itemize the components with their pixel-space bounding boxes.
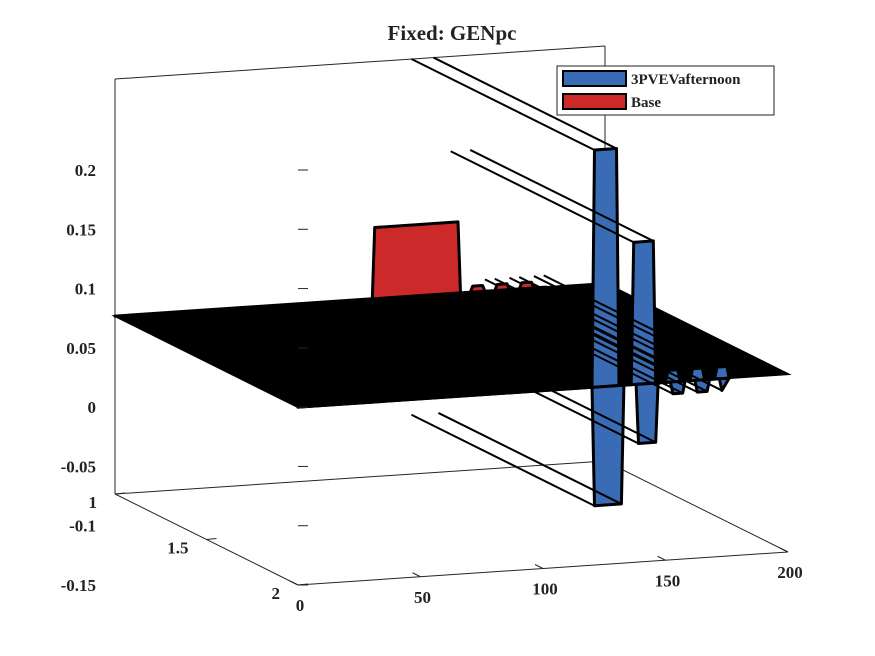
series-depth-edge-series-1 (538, 298, 723, 392)
z-tick-label: -0.05 (61, 457, 96, 476)
series-depth-edge-3pvevafternoon (433, 56, 617, 150)
y-tick-label: 1.5 (167, 539, 188, 558)
series-depth-edge-3pvevafternoon (543, 274, 728, 368)
series-depth-edge-3pvevafternoon (518, 276, 703, 369)
series-depth-edge-series-1 (499, 301, 684, 394)
legend-swatch-base (562, 93, 627, 110)
series-depth-edge-3pvevafternoon (533, 275, 718, 368)
chart-title: Fixed: GENpc (388, 21, 517, 45)
z-tick-label: 0.1 (75, 280, 96, 299)
z-tick-label: 0 (88, 398, 97, 417)
z-tick-label: 0.2 (75, 161, 96, 180)
series-depth-edge-3pvevafternoon (484, 278, 669, 372)
z-tick-label: 0.15 (66, 220, 96, 239)
x-tick-label: 0 (296, 596, 305, 615)
series-depth-edge-series-1 (472, 350, 657, 444)
axis-edge-4 (604, 460, 789, 553)
series-depth-edge-3pvevafternoon (509, 276, 693, 370)
series-depth-edge-series-1 (437, 412, 622, 505)
series-depth-edge-3pvevafternoon (450, 150, 635, 244)
zero-plane (111, 282, 792, 409)
tick-layer: 0 50 100 150 200 1 1.5 2 0.2 0.15 0.1 0.05 0 -0.05 -0.… (61, 161, 803, 615)
x-tick-label: 150 (655, 571, 681, 590)
series-depth-edge-3pvevafternoon (411, 58, 595, 151)
x-tick-mark (534, 564, 544, 569)
x-tick-label: 200 (777, 563, 803, 582)
y-tick-mark (206, 538, 217, 540)
x-tick-mark (412, 572, 421, 578)
series-depth-edge-3pvevafternoon (494, 277, 679, 371)
x-tick-label: 50 (414, 588, 431, 607)
z-tick-label: -0.15 (61, 576, 96, 595)
surface-layer (111, 56, 792, 508)
legend: 3PVEVafternoon Base (556, 65, 775, 116)
legend-label-3pvevafternoon: 3PVEVafternoon (631, 72, 741, 88)
series-depth-edge-series-1 (513, 300, 698, 394)
legend-label-base: Base (631, 95, 661, 111)
legend-swatch-3pvevafternoon (562, 70, 627, 87)
x-tick-mark (289, 580, 299, 586)
series-depth-edge-series-1 (523, 299, 708, 393)
x-tick-mark (657, 555, 666, 561)
series-ribbon-base (113, 220, 548, 318)
x-tick-label: 100 (532, 580, 558, 599)
z-tick-label: 0.05 (66, 339, 96, 358)
y-tick-label: 1 (89, 493, 98, 512)
x-tick-mark (779, 547, 789, 553)
series-depth-edge-3pvevafternoon (469, 149, 654, 242)
series-ribbon-series-1 (296, 376, 731, 508)
axis-edge-0 (114, 460, 606, 495)
y-tick-label: 2 (272, 584, 281, 603)
series-depth-edge-series-1 (489, 301, 674, 395)
series-depth-edge-series-1 (411, 413, 595, 507)
axis-edge-3 (114, 45, 606, 80)
z-tick-label: -0.1 (69, 517, 96, 536)
y-tick-mark (114, 492, 126, 495)
series-depth-edge-series-1 (455, 351, 639, 445)
